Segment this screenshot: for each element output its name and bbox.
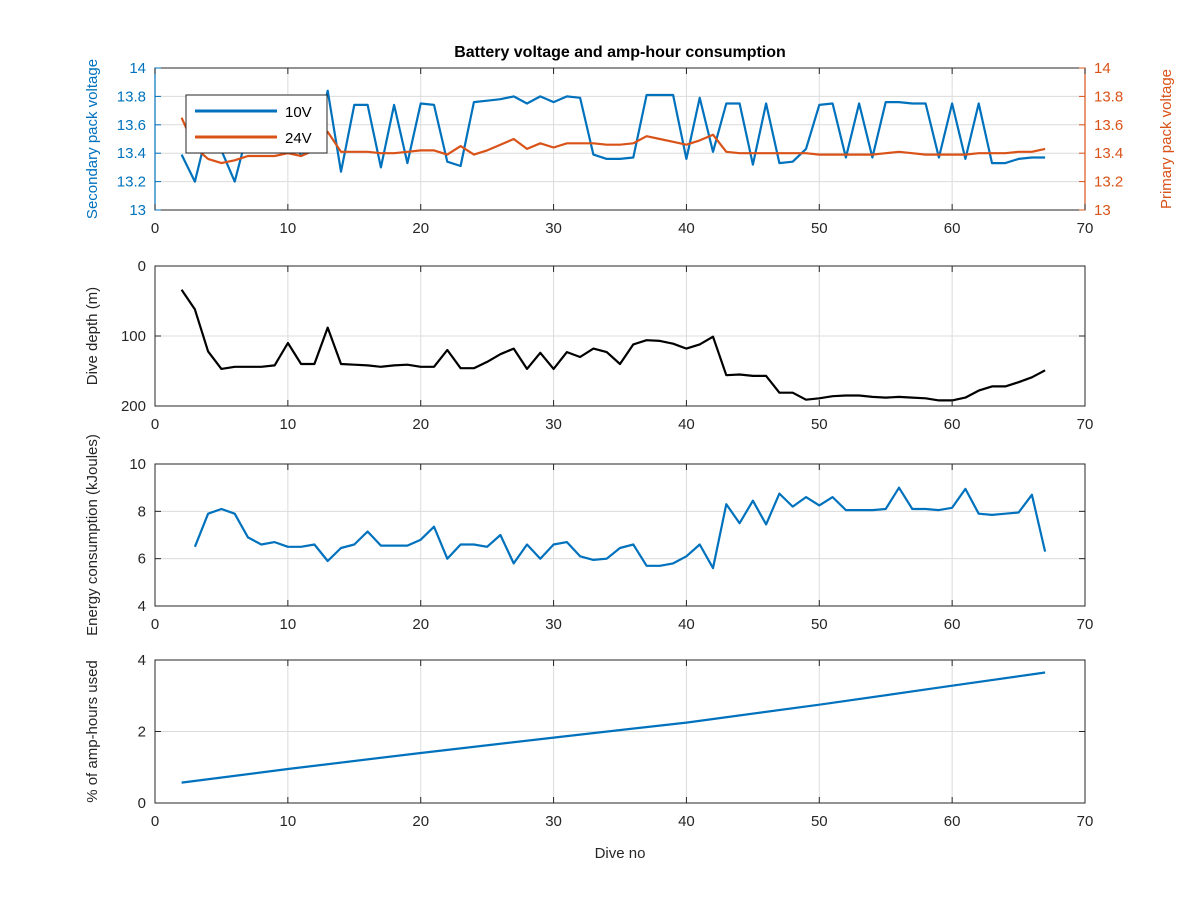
y-tick-label-right: 14 <box>1094 60 1111 77</box>
y-tick-label: 13.4 <box>117 145 146 162</box>
chart-panel-2: 0 10 20 30 40 50 60 70 0 100 200 Dive depth (m) <box>84 258 1093 433</box>
x-tick-label: 20 <box>412 220 429 237</box>
legend-label-10v: 10V <box>285 104 312 121</box>
y-tick-label-right: 13.6 <box>1094 117 1123 134</box>
axes-box <box>154 463 1086 607</box>
y-tick-label: 6 <box>138 551 146 568</box>
legend: 10V 24V <box>185 94 328 154</box>
y-tick-label: 200 <box>121 398 146 415</box>
y-tick-label: 2 <box>138 724 146 741</box>
x-tick-label: 60 <box>944 813 961 830</box>
y-tick-label-right: 13.4 <box>1094 145 1123 162</box>
y-tick-label: 100 <box>121 328 146 345</box>
x-tick-label: 50 <box>811 616 828 633</box>
x-tick-label: 50 <box>811 813 828 830</box>
y-axis-label: Dive depth (m) <box>84 287 101 385</box>
x-tick-label: 20 <box>412 616 429 633</box>
x-tick-label: 0 <box>151 813 159 830</box>
x-tick-label: 40 <box>678 416 695 433</box>
x-tick-label: 40 <box>678 813 695 830</box>
y-tick-label: 13.2 <box>117 174 146 191</box>
chart-panel-4: 0 10 20 30 40 50 60 70 0 2 4 % of amp-hours used <box>84 652 1093 830</box>
y-tick-label-right: 13.8 <box>1094 88 1123 105</box>
series-line-4-1 <box>181 671 1046 784</box>
y-tick-label-right: 13.2 <box>1094 174 1123 191</box>
x-tick-label: 30 <box>545 416 562 433</box>
x-tick-label: 60 <box>944 416 961 433</box>
x-tick-label: 50 <box>811 220 828 237</box>
chart-panel-1: 0 10 20 30 40 50 60 701313.213.413.613.8141313.… <box>84 59 1175 237</box>
y-tick-label: 8 <box>138 503 146 520</box>
x-tick-label: 0 <box>151 416 159 433</box>
y-axis-label: % of amp-hours used <box>84 660 101 803</box>
y-tick-label-right: 13 <box>1094 202 1111 219</box>
y-tick-label: 13.8 <box>117 88 146 105</box>
y-tick-label: 14 <box>129 60 146 77</box>
y-axis-label: Secondary pack voltage <box>84 59 101 219</box>
x-axis-label: Dive no <box>595 845 646 862</box>
x-tick-label: 60 <box>944 220 961 237</box>
plot-area <box>155 464 1085 606</box>
x-tick-label: 60 <box>944 616 961 633</box>
x-tick-label: 30 <box>545 220 562 237</box>
x-tick-label: 10 <box>280 416 297 433</box>
legend-box <box>185 94 328 154</box>
figure-title: Battery voltage and amp-hour consumption <box>454 44 786 61</box>
x-tick-label: 20 <box>412 813 429 830</box>
x-tick-label: 10 <box>280 220 297 237</box>
x-tick-label: 10 <box>280 813 297 830</box>
x-tick-label: 0 <box>151 220 159 237</box>
x-tick-label: 40 <box>678 616 695 633</box>
y-tick-label: 10 <box>129 456 146 473</box>
y-tick-label: 13.6 <box>117 117 146 134</box>
x-tick-label: 10 <box>280 616 297 633</box>
x-tick-label: 20 <box>412 416 429 433</box>
chart-panel-3: 0 10 20 30 40 50 60 70 4 6 8 10 Energy consumption (… <box>84 434 1093 636</box>
y-tick-label: 0 <box>138 258 146 275</box>
series-line-3-1 <box>193 486 1047 570</box>
x-tick-label: 40 <box>678 220 695 237</box>
x-tick-label: 70 <box>1077 616 1094 633</box>
y-axis-label: Energy consumption (kJoules) <box>84 434 101 636</box>
x-tick-label: 50 <box>811 416 828 433</box>
y-tick-label: 13 <box>129 202 146 219</box>
x-tick-label: 30 <box>545 813 562 830</box>
y-tick-label: 4 <box>138 598 146 615</box>
y-axis-label-right: Primary pack voltage <box>1158 69 1175 209</box>
y-tick-label: 4 <box>138 652 146 669</box>
x-tick-label: 30 <box>545 616 562 633</box>
legend-label-24v: 24V <box>285 130 312 147</box>
x-tick-label: 70 <box>1077 813 1094 830</box>
x-tick-label: 70 <box>1077 416 1094 433</box>
x-tick-label: 70 <box>1077 220 1094 237</box>
x-tick-label: 0 <box>151 616 159 633</box>
y-tick-label: 0 <box>138 795 146 812</box>
series-line-2-1 <box>180 289 1046 402</box>
